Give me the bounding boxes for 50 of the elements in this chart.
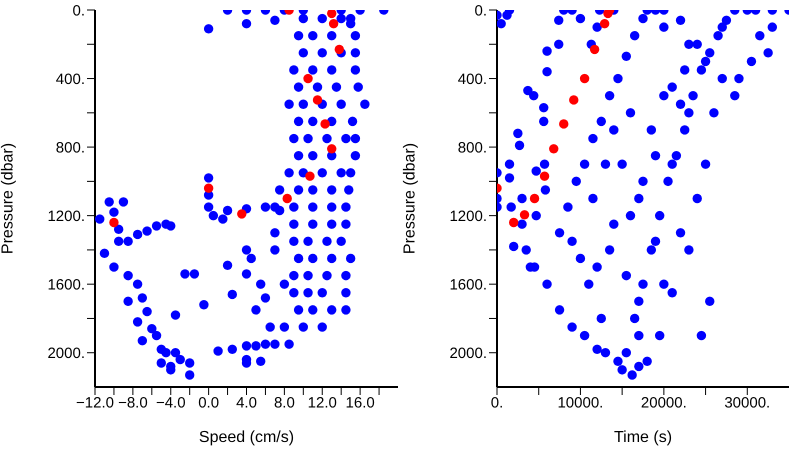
point xyxy=(312,95,322,105)
point xyxy=(237,209,246,219)
y-axis-title: Pressure (dbar) xyxy=(0,142,17,254)
y-tick-label: 800. xyxy=(56,139,85,156)
x-axis-title: Speed (cm/s) xyxy=(198,429,294,446)
point xyxy=(540,172,550,181)
x-tick-label: 12.0 xyxy=(308,394,337,412)
point xyxy=(282,194,292,204)
x-tick-label: 10000. xyxy=(557,394,604,412)
x-tick-label: 30000. xyxy=(724,394,770,412)
point xyxy=(559,119,568,129)
point xyxy=(327,144,336,154)
x-tick-label: −12.0 xyxy=(76,394,114,412)
point xyxy=(328,19,338,28)
y-axis-title: Pressure (dbar) xyxy=(402,142,419,254)
point xyxy=(334,44,344,54)
y-tick-label: 1600. xyxy=(449,276,487,294)
point xyxy=(305,172,315,181)
point xyxy=(327,10,336,18)
x-tick-label: 16.0 xyxy=(346,394,375,412)
x-tick-label: −4.0 xyxy=(156,394,186,412)
y-tick-label: 1200. xyxy=(449,208,487,225)
point xyxy=(508,218,518,228)
point xyxy=(303,74,313,84)
x-axis-title: Time (s) xyxy=(614,429,672,446)
point xyxy=(600,19,610,28)
x-tick-label: 4.0 xyxy=(236,394,257,412)
x-tick-label: 0.0 xyxy=(198,394,220,412)
y-tick-label: 2000. xyxy=(47,345,85,362)
y-tick-label: 0. xyxy=(474,2,487,20)
point xyxy=(320,119,330,129)
point xyxy=(569,95,578,105)
point xyxy=(204,184,214,193)
y-tick-label: 1200. xyxy=(47,208,85,225)
point xyxy=(580,74,590,84)
y-tick-label: 800. xyxy=(458,139,487,156)
point xyxy=(109,218,119,228)
point xyxy=(549,144,558,154)
y-tick-label: 400. xyxy=(458,70,487,88)
y-tick-label: 1600. xyxy=(47,276,85,294)
point xyxy=(520,210,530,220)
y-tick-label: 400. xyxy=(56,70,85,88)
x-tick-label: −8.0 xyxy=(118,394,148,412)
y-tick-label: 0. xyxy=(72,2,85,20)
point xyxy=(530,194,540,204)
x-tick-label: 20000. xyxy=(640,394,687,412)
x-tick-label: 0. xyxy=(490,394,504,412)
point xyxy=(590,44,600,54)
y-tick-label: 2000. xyxy=(449,345,487,362)
x-tick-label: 8.0 xyxy=(274,394,295,412)
